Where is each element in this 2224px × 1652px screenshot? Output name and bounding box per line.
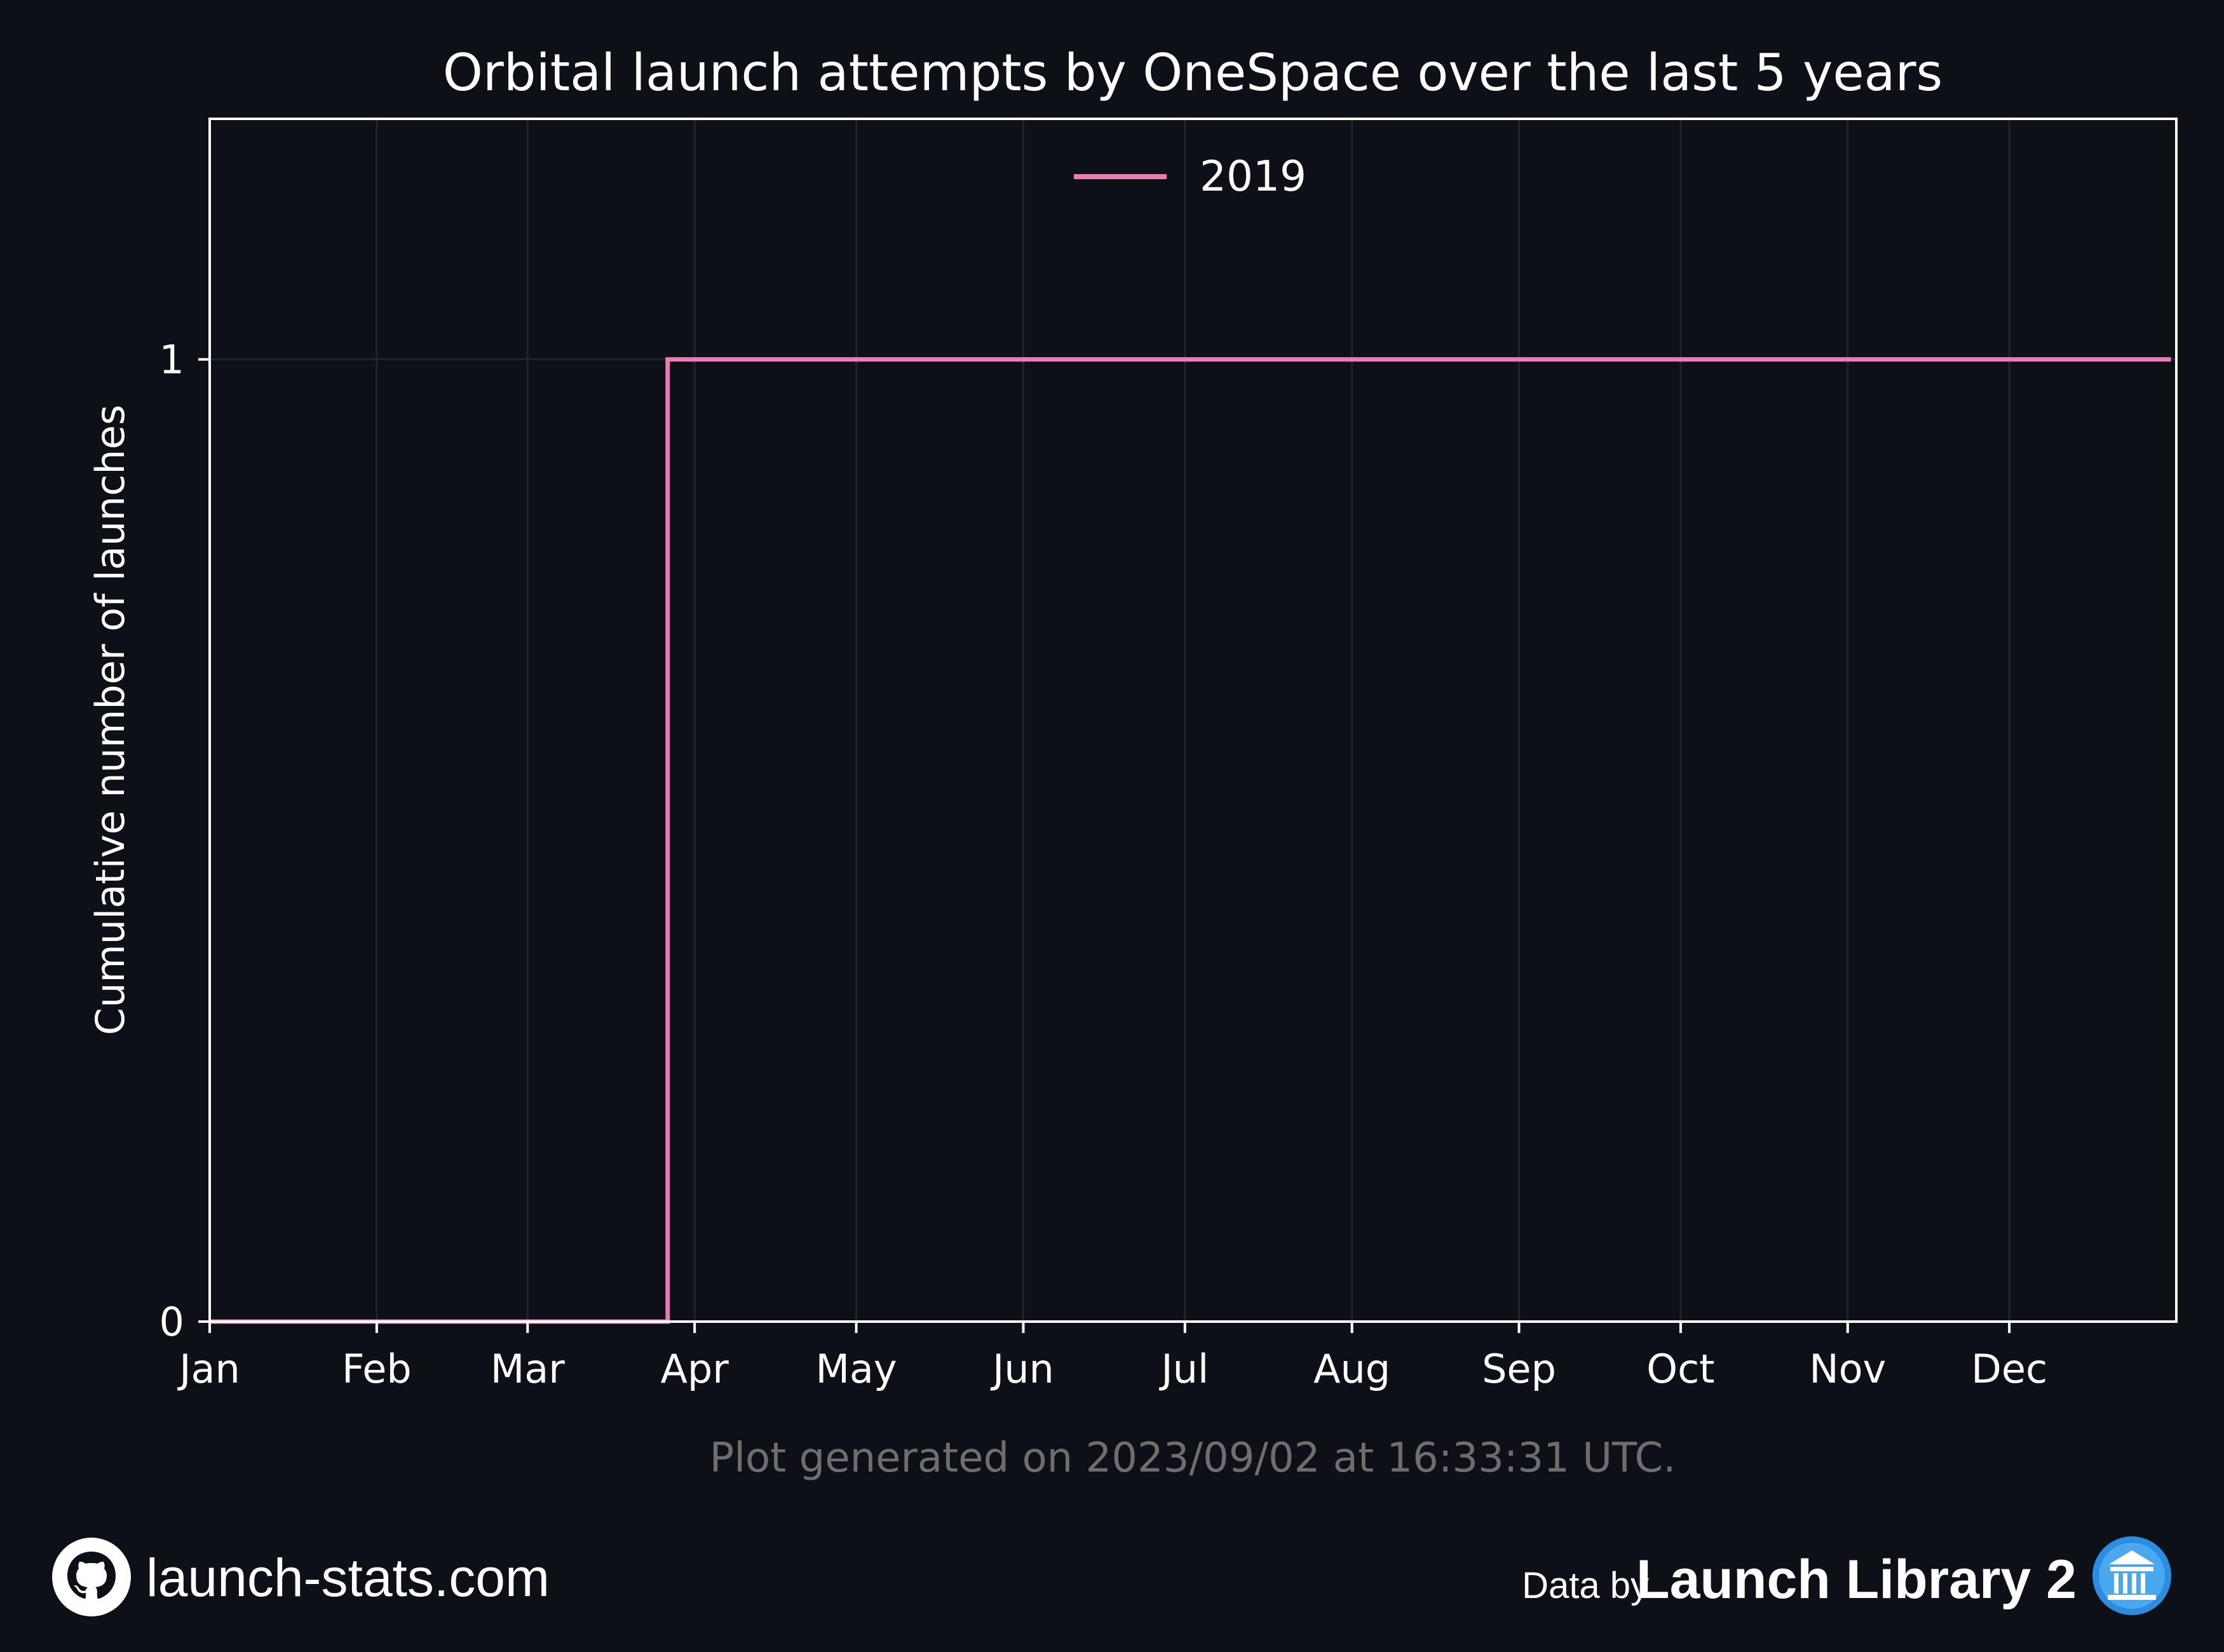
x-tick-label: Oct (1646, 1346, 1714, 1392)
x-tick-label: Aug (1313, 1346, 1390, 1392)
x-tick-label: Jan (177, 1346, 240, 1392)
site-link[interactable]: launch-stats.com (146, 1548, 550, 1608)
generated-timestamp: Plot generated on 2023/09/02 at 16:33:31… (710, 1435, 1676, 1482)
x-tick-label: May (815, 1346, 897, 1392)
plot-frame (208, 118, 2178, 1323)
x-tick-label: Dec (1971, 1346, 2047, 1392)
credit-name[interactable]: Launch Library 2 (1636, 1549, 2077, 1610)
launch-library-logo-icon (2092, 1536, 2171, 1615)
grid-lines (210, 119, 2176, 1322)
x-tick-label: Jul (1158, 1346, 1209, 1392)
legend: 2019 (1074, 152, 1306, 201)
x-tick-label: Sep (1482, 1346, 1556, 1392)
x-tick-label: Apr (661, 1346, 729, 1392)
x-axis: Jan Feb Mar Apr May Jun Jul Aug Sep Oct Nov Dec (177, 1322, 2047, 1392)
legend-label: 2019 (1200, 152, 1306, 201)
series-line-2019 (210, 357, 2171, 1324)
github-icon[interactable] (52, 1538, 131, 1616)
chart-title: Orbital launch attempts by OneSpace over… (443, 43, 1943, 102)
x-tick-label: Mar (491, 1346, 565, 1392)
y-axis-label: Cumulative number of launches (87, 405, 133, 1035)
x-tick-label: Jun (990, 1346, 1054, 1392)
x-tick-label: Feb (342, 1346, 412, 1392)
series-layer (210, 357, 2171, 1324)
y-axis: 01 (159, 337, 210, 1345)
x-tick-label: Nov (1809, 1346, 1886, 1392)
y-tick-label: 1 (159, 337, 184, 383)
credit-prefix: Data by (1522, 1565, 1649, 1606)
y-tick-label: 0 (159, 1299, 184, 1345)
